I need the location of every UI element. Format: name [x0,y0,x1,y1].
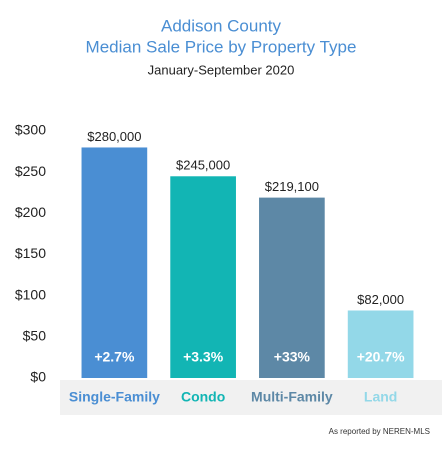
category-band [60,380,442,415]
change-label: +3.3% [183,349,224,365]
chart-title: Median Sale Price by Property Type [86,37,357,56]
change-label: +33% [274,349,311,365]
value-label: $280,000 [87,129,141,144]
value-label: $245,000 [176,158,230,173]
x-tick-label: Single-Family [69,389,160,405]
value-label: $82,000 [357,292,404,307]
change-label: +20.7% [357,349,405,365]
y-tick-label: $100 [15,286,46,302]
y-tick-label: $250 [15,163,46,179]
y-tick-label: $0 [30,369,46,385]
y-tick-label: $50 [23,328,47,344]
source-note: As reported by NEREN-MLS [329,427,430,436]
x-tick-label: Condo [181,389,225,405]
change-label: +2.7% [94,349,135,365]
x-tick-label: Multi-Family [251,389,333,405]
value-label: $219,100 [265,179,319,194]
bar [81,147,148,378]
bar [170,176,236,378]
x-tick-label: Land [364,389,397,405]
bar [259,197,325,378]
y-tick-label: $150 [15,245,46,261]
chart-title: Addison County [161,16,282,35]
y-tick-label: $200 [15,204,46,220]
chart-subtitle: January-September 2020 [148,62,295,77]
bar [347,310,414,378]
y-tick-label: $300 [15,122,46,138]
